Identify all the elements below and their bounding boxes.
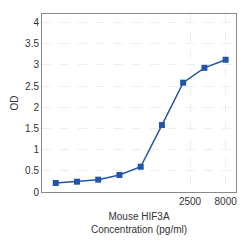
svg-text:2: 2 [33,102,39,113]
svg-text:1: 1 [33,144,39,155]
svg-text:2500: 2500 [179,196,202,207]
svg-text:2.5: 2.5 [25,81,39,92]
svg-text:Mouse HIF3AConcentration (pg/m: Mouse HIF3AConcentration (pg/ml) [91,211,187,235]
svg-text:0: 0 [33,187,39,198]
svg-text:3.5: 3.5 [25,38,39,49]
svg-text:4: 4 [33,17,39,28]
svg-text:0.5: 0.5 [25,165,39,176]
svg-text:1.5: 1.5 [25,123,39,134]
svg-text:8000: 8000 [215,196,238,207]
svg-text:3: 3 [33,59,39,70]
svg-text:OD: OD [9,96,20,111]
